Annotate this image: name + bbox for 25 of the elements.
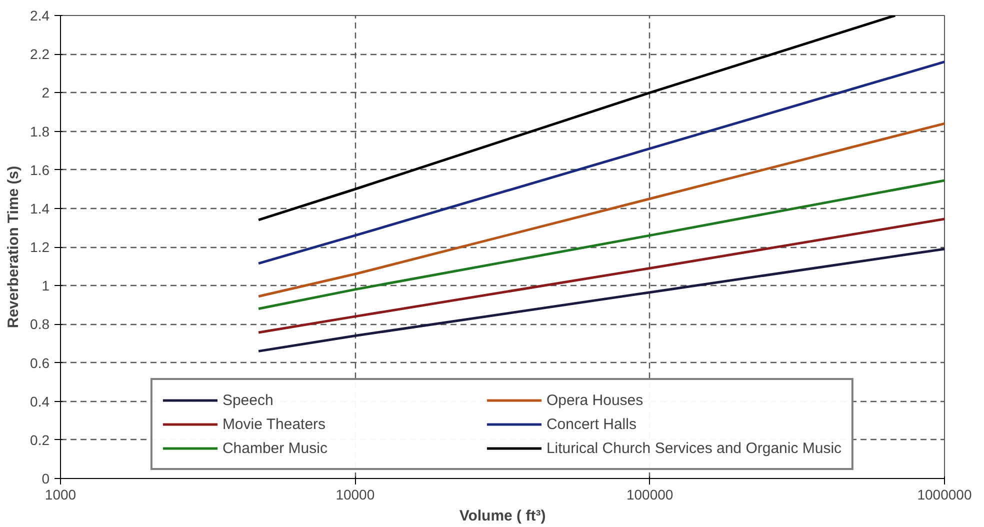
y-tick-label: 2: [42, 84, 50, 101]
y-tick-label: 0: [42, 470, 50, 486]
y-tick-label: 1.4: [30, 200, 50, 216]
x-tick-label: 1000: [44, 486, 76, 502]
legend-label: Liturical Church Services and Organic Music: [546, 440, 842, 456]
y-tick-label: 1: [42, 278, 50, 294]
y-tick-label: 1.2: [30, 239, 50, 255]
legend-label: Concert Halls: [546, 416, 638, 432]
y-tick-label: 2.4: [30, 8, 50, 24]
y-tick-label: 0.4: [30, 393, 50, 410]
legend-label: Speech: [222, 392, 274, 408]
y-tick-label: 2.2: [30, 46, 50, 62]
y-axis-title: Reverberation Time (s): [5, 166, 22, 328]
x-tick-label: 1000000: [917, 486, 972, 502]
x-axis-title: Volume ( ft³): [459, 508, 546, 524]
y-tick-label: 0.8: [30, 316, 50, 332]
legend-label: Opera Houses: [546, 392, 644, 408]
x-tick-label: 10000: [336, 486, 375, 502]
legend-label: Movie Theaters: [222, 416, 327, 432]
y-tick-label: 0.2: [30, 432, 50, 448]
x-tick-label: 100000: [626, 486, 674, 502]
legend-label: Chamber Music: [222, 440, 328, 456]
y-tick-label: 0.6: [30, 354, 50, 371]
y-tick-label: 1.6: [30, 162, 50, 178]
y-tick-label: 1.8: [30, 123, 50, 140]
